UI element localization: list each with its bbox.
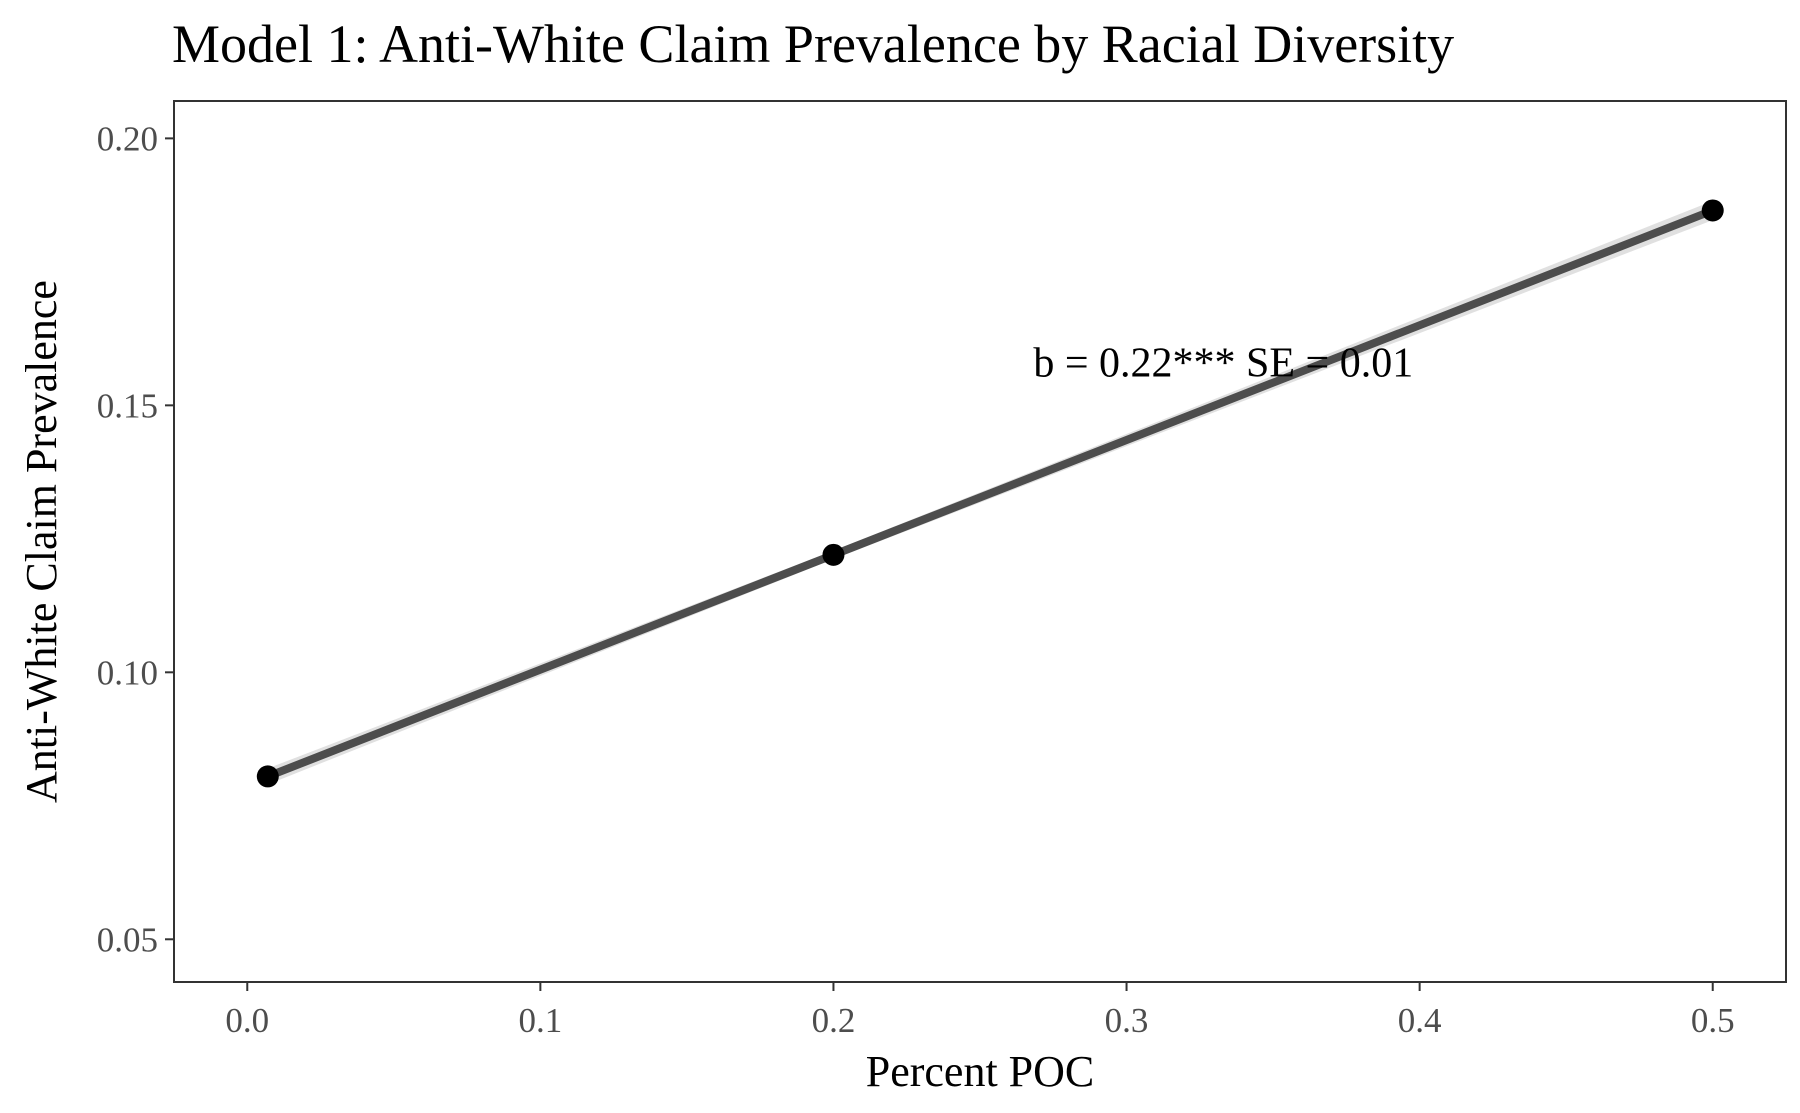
chart-title: Model 1: Anti-White Claim Prevalence by … (172, 14, 1454, 74)
data-point (822, 543, 845, 566)
y-axis: 0.05 0.10 0.15 0.20 (97, 119, 174, 959)
series-line (266, 206, 1715, 781)
x-tick-label: 0.3 (1105, 1001, 1149, 1040)
x-tick-label: 0.0 (225, 1001, 269, 1040)
y-axis-title: Anti-White Claim Prevalence (17, 280, 66, 803)
y-tick-label: 0.10 (97, 653, 158, 692)
y-tick-label: 0.20 (97, 119, 158, 158)
data-point (256, 765, 279, 788)
x-tick-label: 0.5 (1691, 1001, 1735, 1040)
panel-border (173, 100, 1787, 983)
series-line-layer (266, 206, 1715, 781)
plot-area: b = 0.22*** SE = 0.01 (173, 100, 1787, 983)
y-tick-label: 0.05 (97, 920, 158, 959)
x-axis: 0.0 0.1 0.2 0.3 0.4 0.5 (225, 982, 1735, 1040)
data-point (1701, 199, 1724, 222)
y-tick-label: 0.15 (97, 386, 158, 425)
data-points-layer (256, 199, 1724, 788)
coefficient-annotation: b = 0.22*** SE = 0.01 (1033, 341, 1413, 387)
x-tick-label: 0.2 (812, 1001, 856, 1040)
x-tick-label: 0.4 (1398, 1001, 1442, 1040)
x-axis-title: Percent POC (866, 1047, 1095, 1096)
x-tick-label: 0.1 (518, 1001, 562, 1040)
